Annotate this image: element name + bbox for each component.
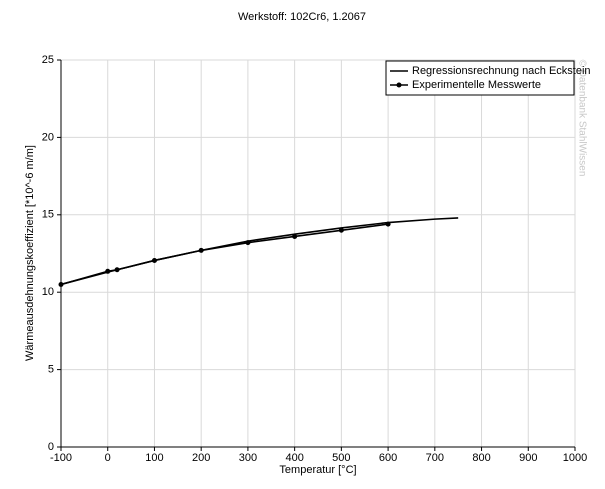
x-tick-label: 300 (239, 452, 257, 464)
data-point (292, 233, 298, 239)
y-tick-label: 15 (42, 209, 54, 221)
data-point (105, 268, 111, 274)
y-tick-label: 5 (48, 364, 54, 376)
x-tick-label: 100 (145, 452, 163, 464)
x-tick-label: 600 (379, 452, 397, 464)
x-tick-label: 800 (472, 452, 490, 464)
series-line (60, 217, 459, 286)
legend-box (385, 60, 575, 96)
data-point (338, 227, 344, 233)
x-tick-label: 500 (332, 452, 350, 464)
legend-marker (396, 82, 402, 88)
data-point (198, 247, 204, 253)
y-tick-label: 10 (42, 286, 54, 298)
data-point (114, 267, 120, 273)
legend-label: Regressionsrechnung nach Eckstein (412, 65, 591, 77)
series-line (60, 223, 389, 286)
data-point (58, 281, 64, 287)
data-point (245, 240, 251, 246)
x-tick-label: 1000 (563, 452, 587, 464)
watermark: © Datenbank StahlWissen (576, 60, 587, 177)
data-point (151, 257, 157, 263)
data-point (385, 221, 391, 227)
x-axis-label: Temperatur [°C] (279, 464, 356, 476)
y-axis-label: Wärmeausdehnungskoeffizient [*10^-6 m/m] (24, 145, 36, 361)
y-tick-label: 25 (42, 54, 54, 66)
x-tick-label: 700 (426, 452, 444, 464)
x-tick-label: 200 (192, 452, 210, 464)
chart-title: Werkstoff: 102Cr6, 1.2067 (238, 11, 366, 23)
x-tick-label: -100 (50, 452, 72, 464)
legend-label: Experimentelle Messwerte (412, 79, 541, 91)
x-tick-label: 400 (285, 452, 303, 464)
y-tick-label: 0 (48, 441, 54, 453)
x-tick-label: 900 (519, 452, 537, 464)
x-tick-label: 0 (105, 452, 111, 464)
y-tick-label: 20 (42, 131, 54, 143)
